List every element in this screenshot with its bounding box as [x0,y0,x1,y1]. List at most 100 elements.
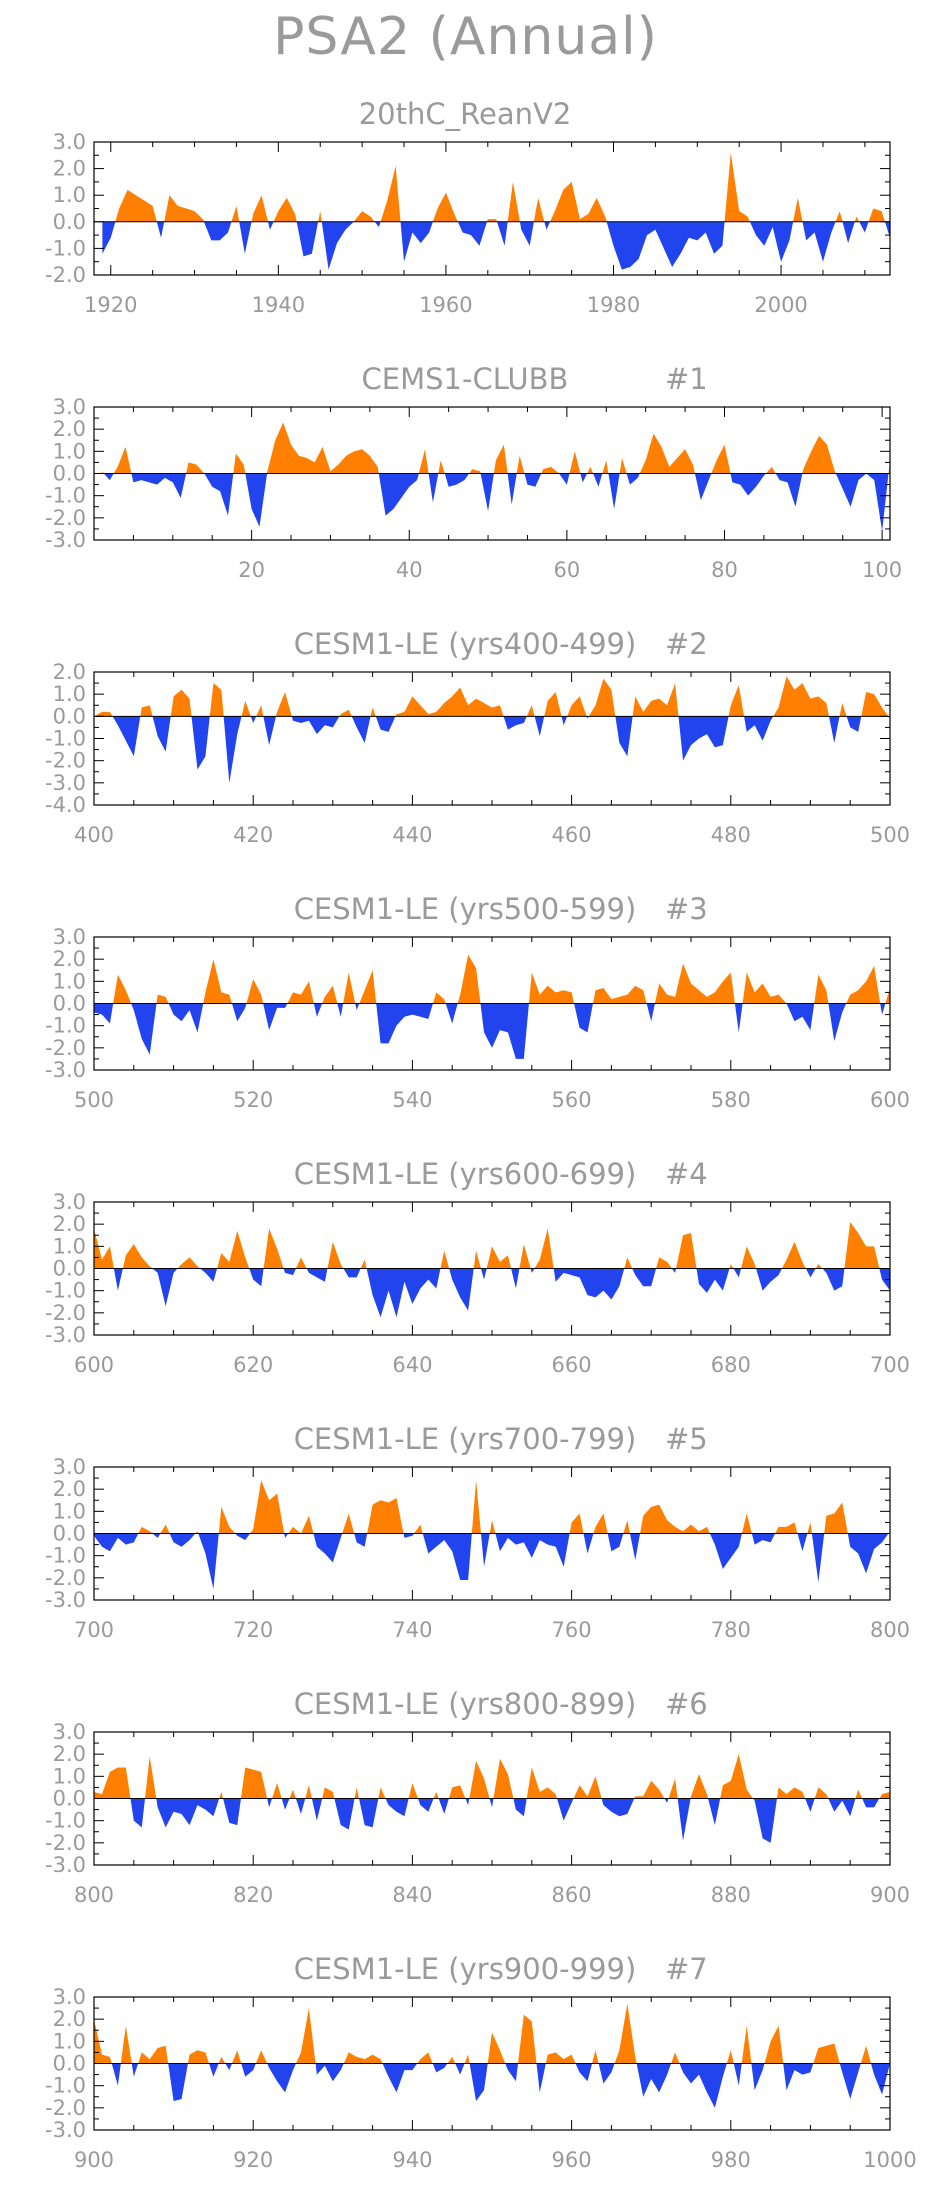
x-tick-label: 600 [870,1088,910,1112]
x-tick-label: 640 [392,1353,432,1377]
chart-svg: 20thC_ReanV2 3.0 2.01.0 0.0-1.0 -2.0 1920 1940… [45,97,916,317]
panel-title: CESM1-LE (yrs800-899) [294,1687,637,1721]
x-tick-label: 960 [552,2148,592,2172]
y-tick-label: 0.0 [53,2052,86,2076]
x-tick-label: 800 [74,1883,114,1907]
positive-anomaly-area [94,2003,890,2064]
x-tick-label: 600 [74,1353,114,1377]
chart-svg: CESM1-LE (yrs900-999) #73.02.01.00.0-1.0-… [45,1952,917,2172]
series-area [101,422,890,532]
y-tick-label: -1.0 [45,727,86,751]
negative-anomaly-area [94,1268,890,1318]
chart-svg: CESM1-LE (yrs800-899) #63.02.01.00.0-1.0-… [45,1687,910,1907]
x-tick-label: 860 [552,1883,592,1907]
panel-title: CESM1-LE (yrs900-999) [294,1952,637,1986]
x-tick-label: 580 [711,1088,751,1112]
positive-anomaly-area [102,152,890,222]
y-tick-label: -1.0 [45,1809,86,1833]
x-tick-label: 520 [233,1088,273,1112]
x-tick-label: 440 [392,823,432,847]
data-point-2015 [906,205,907,206]
member-label: #2 [665,627,708,661]
y-tick-label: 2.0 [53,417,86,441]
chart-svg: CESM1-LE (yrs400-499) #2 2.01.00.0-1.0-2.0… [45,627,910,847]
x-tick-label: 900 [74,2148,114,2172]
panel-title: CEMS1-CLUBB [362,362,569,396]
panel-title: CESM1-LE (yrs700-799) [294,1422,637,1456]
series-area [94,1754,890,1843]
y-tick-label: 2.0 [53,1212,86,1236]
y-tick-label: 0.0 [53,210,86,234]
y-tick-label: 1.0 [53,183,86,207]
y-tick-label: 2.0 [53,2007,86,2031]
chart-panel-5: CESM1-LE (yrs600-699) #4 3.0 2.0 1.0 0.0 -1.0-… [0,1150,931,1400]
y-tick-label: -1.0 [45,2074,86,2098]
x-tick-label: 820 [233,1883,273,1907]
x-tick-label: 920 [233,2148,273,2172]
series-area [102,152,890,270]
y-tick-label: -2.0 [45,749,86,773]
x-tick-label: 2000 [754,293,807,317]
panel-title: CESM1-LE (yrs400-499) [294,627,637,661]
chart-svg: CESM1-LE (yrs700-799) #53.02.01.00.0-1.0-… [45,1422,910,1642]
y-tick-label: 2.0 [53,1477,86,1501]
member-label: #7 [665,1952,708,1986]
x-tick-label: 660 [552,1353,592,1377]
y-tick-label: 2.0 [53,1742,86,1766]
y-tick-label: 3.0 [53,925,86,949]
y-tick-label: 1.0 [53,969,86,993]
y-tick-label: -2.0 [45,1831,86,1855]
chart-panel-7: CESM1-LE (yrs800-899) #6 3.0 2.0 1.0 0.0 -1.0-… [0,1680,931,1930]
x-tick-label: 1960 [419,293,472,317]
x-tick-label: 1940 [252,293,305,317]
panel-title: CESM1-LE (yrs500-599) [294,892,637,926]
y-tick-label: 2.0 [53,947,86,971]
y-tick-label: 3.0 [53,130,86,154]
x-tick-label: 420 [233,823,273,847]
y-tick-label: -1.0 [45,1279,86,1303]
x-tick-label: 900 [870,1883,910,1907]
positive-anomaly-area [101,422,890,474]
y-tick-label: -2.0 [45,2096,86,2120]
y-tick-label: -2.0 [45,263,86,287]
y-tick-label: 1.0 [53,1764,86,1788]
chart-svg: CESM1-LE (yrs600-699) #43.02.01.00.0-1.0-… [45,1157,910,1377]
y-tick-label: -2.0 [45,1566,86,1590]
y-tick-label: 3.0 [53,1455,86,1479]
y-tick-label: -1.0 [45,1014,86,1038]
series-area [94,954,890,1059]
x-tick-label: 740 [392,1618,432,1642]
member-label: #6 [665,1687,708,1721]
x-tick-label: 780 [711,1618,751,1642]
x-tick-label: 700 [74,1618,114,1642]
x-tick-label: 1000 [863,2148,916,2172]
y-tick-label: -2.0 [45,1036,86,1060]
x-tick-label: 540 [392,1088,432,1112]
x-tick-label: 480 [711,823,751,847]
y-tick-label: 3.0 [53,1985,86,2009]
member-label: #1 [665,362,708,396]
y-tick-label: -3.0 [45,771,86,795]
data-point-2014 [898,229,899,230]
negative-anomaly-area [112,716,890,783]
x-tick-label: 1980 [587,293,640,317]
positive-anomaly-area [94,676,890,717]
series-area [94,2003,890,2108]
negative-anomaly-area [102,221,890,270]
chart-panel-3: CESM1-LE (yrs400-499) #2 2.0 1.0 0.0 -1.0 -2.0… [0,620,931,870]
negative-anomaly-area [94,2063,890,2108]
y-tick-label: 2.0 [53,660,86,684]
x-tick-label: 60 [554,558,581,582]
x-tick-label: 100 [862,558,902,582]
chart-svg: CEMS1-CLUBB #1 3.02.01.00.0-1.0-2.0-3.0 20 4… [45,362,902,582]
data-point-2016 [915,213,916,214]
negative-anomaly-area [94,1798,890,1843]
chart-panel-2: CEMS1-CLUBB #1 3.0 2.0 1.0 0.0 -1.0 -2.0 -3.0 20 4… [0,355,931,605]
x-tick-label: 1920 [84,293,137,317]
panel-title: 20thC_ReanV2 [359,97,572,131]
x-tick-label: 840 [392,1883,432,1907]
y-tick-label: -3.0 [45,1323,86,1347]
x-tick-label: 980 [711,2148,751,2172]
y-tick-label: 0.0 [53,1257,86,1281]
x-tick-label: 460 [552,823,592,847]
